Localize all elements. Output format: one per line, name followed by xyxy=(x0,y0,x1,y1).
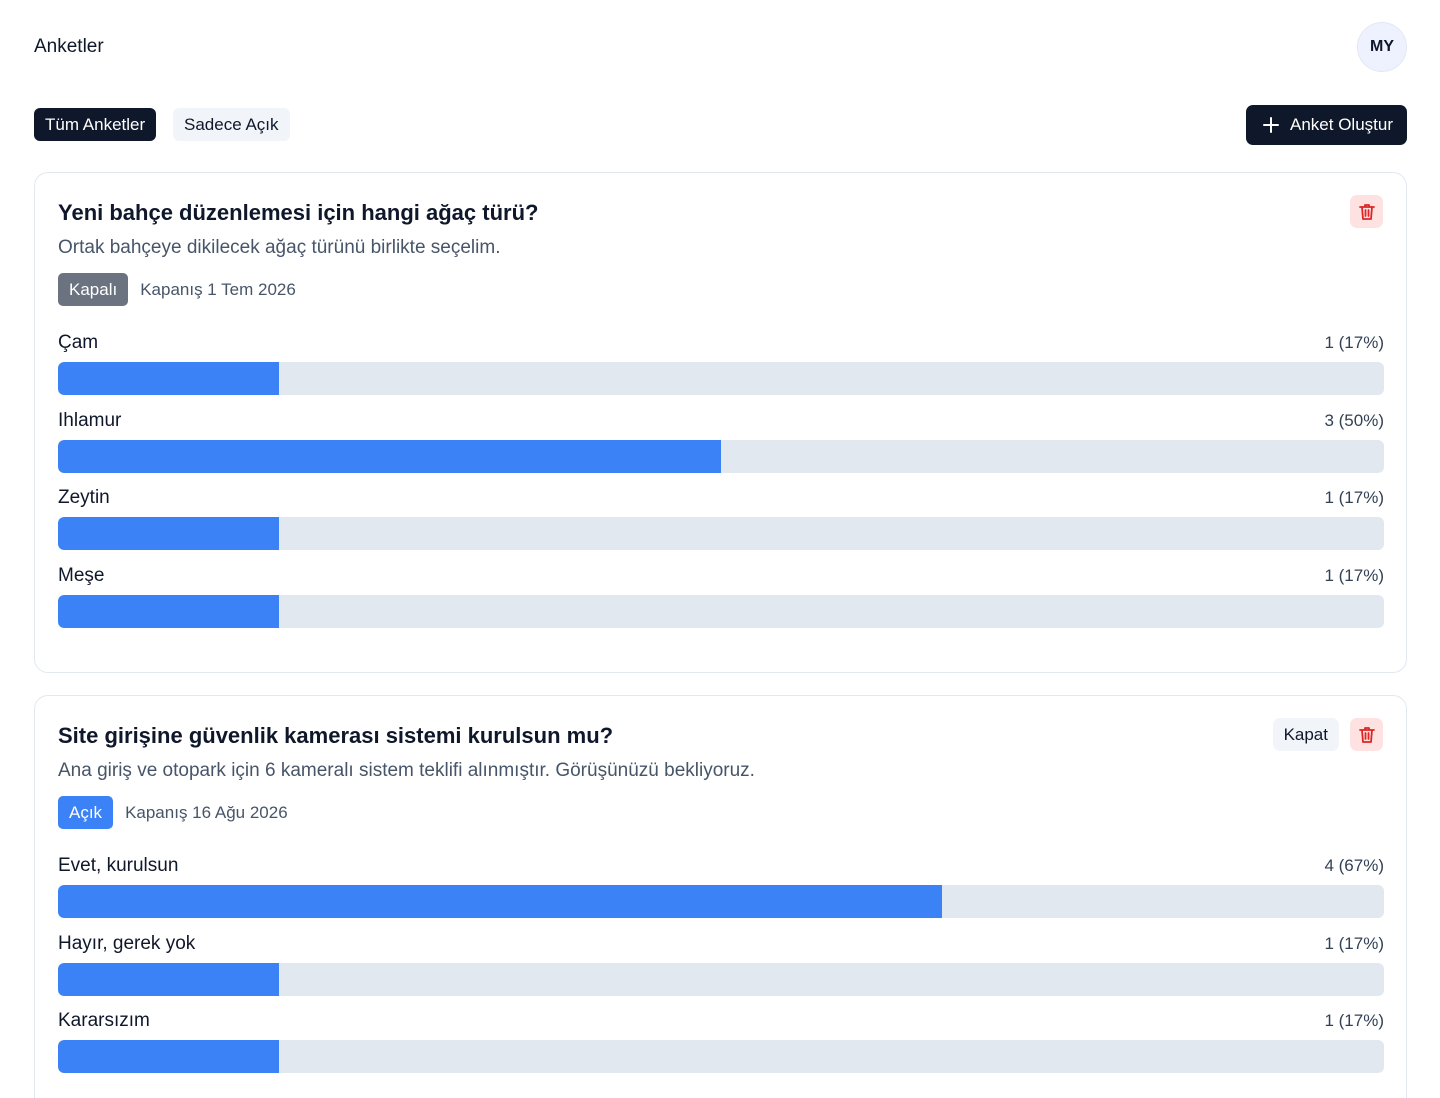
option-bar-fill xyxy=(58,439,721,473)
filter-open-only-button[interactable]: Sadece Açık xyxy=(173,108,290,141)
option-bar-fill xyxy=(58,594,280,628)
option-label: Kararsızım xyxy=(58,1010,150,1031)
create-poll-label: Anket Oluştur xyxy=(1290,115,1393,134)
poll-options: Evet, kurulsun 4 (67%) Hayır, gerek yok … xyxy=(58,853,1384,1086)
option-bar xyxy=(58,362,1384,395)
closing-date: Kapanış 16 Ağu 2026 xyxy=(125,802,288,822)
option-count: 1 (17%) xyxy=(1324,1011,1384,1030)
poll-title: Site girişine güvenlik kamerası sistemi … xyxy=(58,723,614,748)
poll-description: Ortak bahçeye dikilecek ağaç türünü birl… xyxy=(58,237,501,258)
option-bar-fill xyxy=(58,517,280,550)
filter-all-polls-button[interactable]: Tüm Anketler xyxy=(34,108,157,141)
option-bar-fill xyxy=(58,962,280,996)
option-bar xyxy=(58,962,1384,996)
close-poll-button[interactable]: Kapat xyxy=(1272,718,1339,751)
option-bar xyxy=(58,517,1384,550)
option-bar-fill xyxy=(58,362,280,395)
option-bar-fill xyxy=(58,885,943,918)
option-label: Ihlamur xyxy=(58,409,122,431)
closing-date: Kapanış 1 Tem 2026 xyxy=(140,279,296,299)
option-count: 1 (17%) xyxy=(1324,933,1384,953)
trash-icon xyxy=(1358,726,1375,743)
option-label: Meşe xyxy=(58,564,105,586)
poll-card: Yeni bahçe düzenlemesi için hangi ağaç t… xyxy=(34,172,1407,673)
poll-option: Meşe 1 (17%) xyxy=(58,563,1384,641)
option-count: 1 (17%) xyxy=(1324,565,1384,585)
option-label: Evet, kurulsun xyxy=(58,855,179,876)
option-count: 1 (17%) xyxy=(1324,488,1384,507)
poll-description: Ana giriş ve otopark için 6 kameralı sis… xyxy=(58,760,755,781)
option-count: 3 (50%) xyxy=(1324,410,1384,430)
poll-option: Hayır, gerek yok 1 (17%) xyxy=(58,931,1384,1009)
option-bar xyxy=(58,885,1384,918)
poll-option: Zeytin 1 (17%) xyxy=(58,485,1384,563)
trash-icon xyxy=(1358,203,1375,220)
status-badge: Kapalı xyxy=(58,273,129,306)
option-label: Çam xyxy=(58,332,99,353)
poll-title: Yeni bahçe düzenlemesi için hangi ağaç t… xyxy=(58,200,539,225)
option-bar-fill xyxy=(58,1040,280,1073)
option-bar xyxy=(58,594,1384,628)
delete-poll-button[interactable] xyxy=(1350,195,1383,228)
poll-status-row: Kapalı Kapanış 1 Tem 2026 xyxy=(58,273,296,306)
option-label: Hayır, gerek yok xyxy=(58,932,196,954)
option-bar xyxy=(58,439,1384,473)
status-badge: Açık xyxy=(58,796,114,829)
option-label: Zeytin xyxy=(58,487,110,508)
poll-option: Kararsızım 1 (17%) xyxy=(58,1008,1384,1086)
page-header: Anketler MY xyxy=(34,22,1407,72)
page-title: Anketler xyxy=(34,36,104,57)
option-count: 1 (17%) xyxy=(1324,333,1384,352)
option-bar xyxy=(58,1040,1384,1073)
poll-options: Çam 1 (17%) Ihlamur 3 (50%) Zeytin 1 (17… xyxy=(58,330,1384,640)
delete-poll-button[interactable] xyxy=(1350,718,1383,751)
poll-card: Site girişine güvenlik kamerası sistemi … xyxy=(34,695,1407,1098)
create-poll-button[interactable]: Anket Oluştur xyxy=(1246,105,1407,145)
avatar[interactable]: MY xyxy=(1357,22,1407,72)
poll-option: Ihlamur 3 (50%) xyxy=(58,408,1384,486)
poll-option: Çam 1 (17%) xyxy=(58,330,1384,408)
option-count: 4 (67%) xyxy=(1324,856,1384,875)
toolbar: Tüm Anketler Sadece Açık Anket Oluştur xyxy=(34,105,1407,145)
poll-option: Evet, kurulsun 4 (67%) xyxy=(58,853,1384,931)
plus-icon xyxy=(1263,117,1279,133)
poll-status-row: Açık Kapanış 16 Ağu 2026 xyxy=(58,796,288,829)
